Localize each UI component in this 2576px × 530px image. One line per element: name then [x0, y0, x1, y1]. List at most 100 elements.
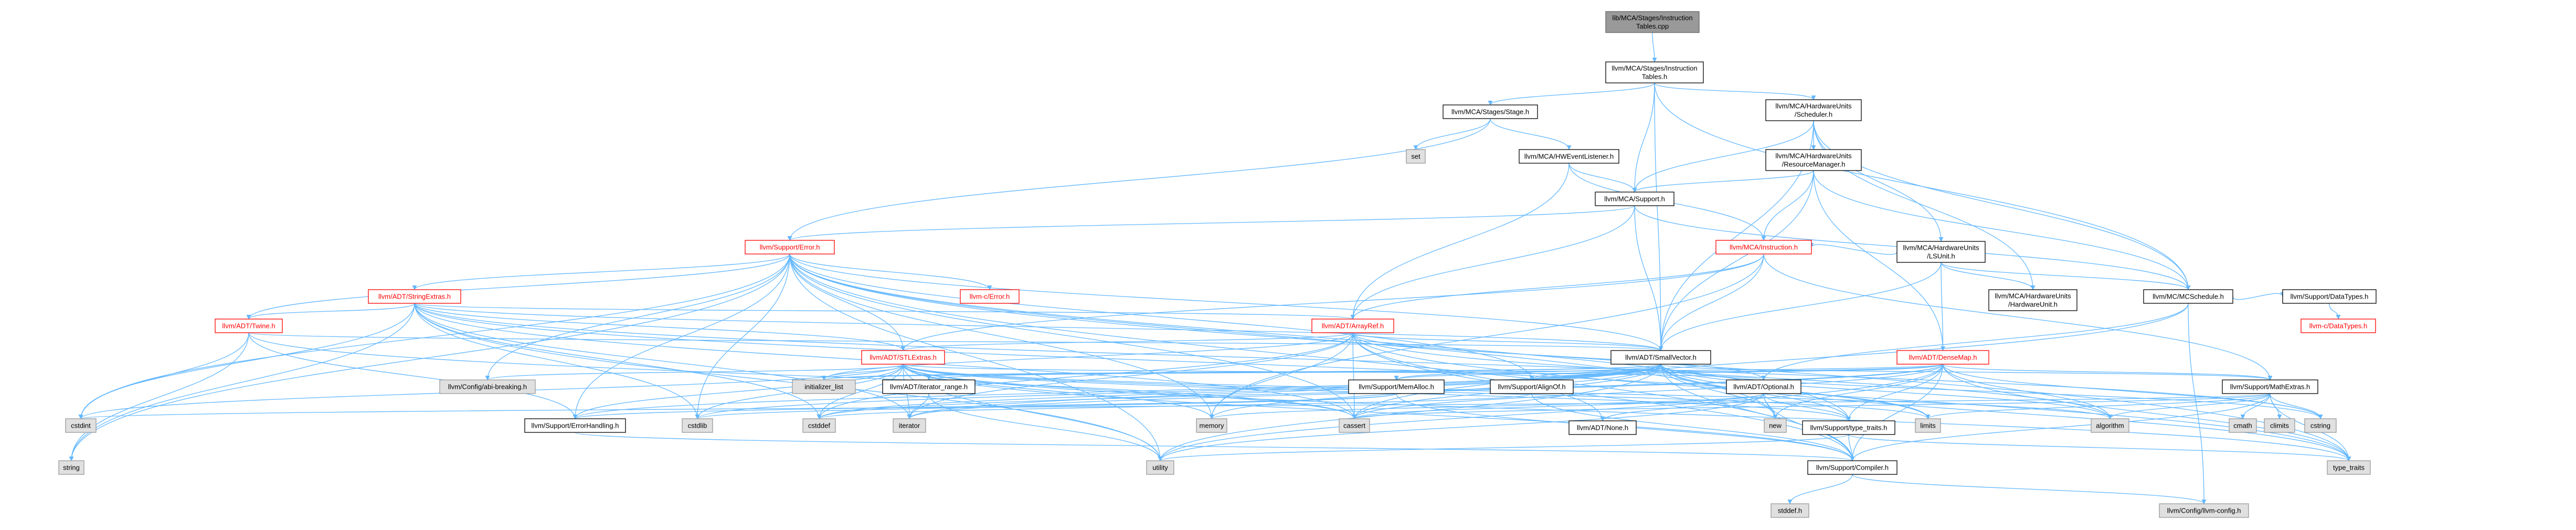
edge-stringextras-to-cstdint: [78, 303, 415, 419]
edge-optional-to-utility: [1158, 393, 1764, 461]
node-string: string: [58, 460, 84, 475]
node-typetraits[interactable]: llvm/Support/type_traits.h: [1802, 420, 1895, 435]
node-box: [1715, 240, 1812, 255]
edge-lsunit-to-instr: [1809, 242, 1897, 255]
node-iterrange[interactable]: llvm/ADT/iterator_range.h: [882, 379, 976, 394]
node-box: [2264, 418, 2295, 433]
node-memalloc[interactable]: llvm/Support/MemAlloc.h: [1348, 379, 1445, 394]
node-box: [1348, 379, 1445, 394]
node-label: llvm/MCA/Support.h: [1604, 195, 1665, 203]
node-label: llvm/MCA/Instruction.h: [1730, 243, 1798, 251]
edge-hwel-to-support: [1568, 163, 1637, 193]
node-label: cassert: [1343, 422, 1365, 430]
node-box: [1339, 418, 1370, 433]
edge-error-to-alignof: [789, 253, 1534, 380]
node-hwunit[interactable]: llvm/MCA/HardwareUnits/HardwareUnit.h: [1988, 289, 2077, 311]
edge-densemap-to-memalloc: [1394, 364, 1944, 380]
node-sched[interactable]: llvm/MCA/HardwareUnits/Scheduler.h: [1765, 99, 1862, 121]
node-mathextras[interactable]: llvm/Support/MathExtras.h: [2222, 379, 2318, 394]
node-box: [2159, 503, 2249, 518]
node-initlist: initializer_list: [792, 379, 856, 394]
node-label: cstddef: [808, 422, 830, 430]
node-label: string: [63, 464, 80, 472]
node-iterator: iterator: [893, 418, 926, 433]
node-stddef: stddef.h: [1771, 503, 1809, 518]
node-compiler[interactable]: llvm/Support/Compiler.h: [1807, 460, 1897, 475]
edge-densemap-to-compiler: [1850, 364, 1944, 461]
node-mcsched[interactable]: llvm/MC/MCSchedule.h: [2143, 289, 2233, 304]
edge-densemap-to-utility: [1158, 364, 1944, 461]
edge-smallvector-to-initlist: [822, 364, 1661, 380]
node-none[interactable]: llvm/ADT/None.h: [1568, 420, 1637, 435]
node-label: cstring: [2310, 422, 2330, 430]
node-box: [2143, 289, 2233, 304]
node-arrayref[interactable]: llvm/ADT/ArrayRef.h: [1311, 319, 1394, 333]
node-label: Tables.h: [1642, 73, 1667, 81]
node-stringextras[interactable]: llvm/ADT/StringExtras.h: [368, 289, 461, 304]
node-box: [58, 460, 84, 475]
edge-densemap-to-cstring: [1942, 364, 2323, 419]
node-alignof[interactable]: llvm/Support/AlignOf.h: [1490, 379, 1574, 394]
node-error[interactable]: llvm/Support/Error.h: [745, 240, 835, 255]
node-rm[interactable]: llvm/MCA/HardwareUnits/ResourceManager.h: [1765, 149, 1862, 171]
node-label: llvm/ADT/ArrayRef.h: [1322, 322, 1384, 330]
edge-instr-to-mathextras: [1763, 253, 2273, 380]
edge-stlextras-to-stdtypetraits: [903, 364, 2351, 461]
node-cerror[interactable]: llvm-c/Error.h: [960, 289, 1020, 304]
node-instr[interactable]: llvm/MCA/Instruction.h: [1715, 240, 1812, 255]
node-stage[interactable]: llvm/MCA/Stages/Stage.h: [1443, 104, 1538, 119]
node-box: [2091, 418, 2129, 433]
node-twine[interactable]: llvm/ADT/Twine.h: [215, 319, 283, 333]
node-box: [524, 418, 626, 433]
edge-twine-to-string: [69, 332, 249, 461]
edge-stage-to-set: [1413, 118, 1491, 150]
edge-smallvector-to-new: [1660, 364, 1778, 419]
node-box: [1764, 418, 1787, 433]
edge-stringextras-to-cstdlib: [414, 303, 700, 419]
node-label: llvm/Support/AlignOf.h: [1498, 383, 1565, 391]
node-box: [1196, 418, 1227, 433]
node-label: llvm/ADT/None.h: [1577, 424, 1628, 432]
node-hwel[interactable]: llvm/MCA/HWEventListener.h: [1519, 149, 1619, 164]
node-box: [1807, 460, 1897, 475]
node-densemap[interactable]: llvm/ADT/DenseMap.h: [1896, 350, 1989, 365]
edge-error-to-smallvector: [789, 253, 1663, 351]
edge-error-to-errhandling: [573, 253, 790, 419]
node-box: [1406, 149, 1426, 164]
edge-memalloc-to-cstdlib: [695, 393, 1397, 419]
edge-arrayref-to-stlextras: [900, 332, 1353, 351]
node-label: cstdint: [71, 422, 91, 430]
node-smallvector[interactable]: llvm/ADT/SmallVector.h: [1610, 350, 1711, 365]
node-optional[interactable]: llvm/ADT/Optional.h: [1726, 379, 1801, 394]
node-datatypes[interactable]: llvm/Support/DataTypes.h: [2282, 289, 2377, 304]
node-label: new: [1769, 422, 1782, 430]
edge-arrayref-to-smallvector: [1352, 332, 1663, 351]
node-label: Tables.cpp: [1636, 23, 1669, 30]
node-box: [1988, 289, 2077, 311]
edge-arrayref-to-cassert: [1352, 332, 1357, 419]
node-label: llvm/ADT/iterator_range.h: [890, 383, 968, 391]
edge-mathextras-to-cassert: [1352, 393, 2271, 419]
edge-sched-to-support: [1632, 120, 1814, 193]
node-support[interactable]: llvm/MCA/Support.h: [1595, 192, 1674, 206]
node-box: [792, 379, 856, 394]
node-label: llvm/MCA/HWEventListener.h: [1524, 153, 1614, 161]
edge-smallvector-to-cstring: [1660, 364, 2323, 419]
edge-mcsched-to-optional: [1761, 303, 2189, 380]
edge-mathextras-to-cmath: [2240, 393, 2271, 419]
node-label: lib/MCA/Stages/Instruction: [1612, 14, 1692, 22]
node-stlextras[interactable]: llvm/ADT/STLExtras.h: [861, 350, 945, 365]
edge-twine-to-smallvector: [248, 332, 1663, 351]
node-errhandling[interactable]: llvm/Support/ErrorHandling.h: [524, 418, 626, 433]
edge-sched-to-lsunit: [1813, 120, 1944, 242]
edge-stlextras-to-cstddef: [817, 364, 904, 419]
node-lsunit[interactable]: llvm/MCA/HardwareUnits/LSUnit.h: [1896, 241, 1986, 263]
edge-densemap-to-initlist: [822, 364, 1944, 380]
edge-error-to-stringextras: [412, 253, 790, 290]
node-box: [2301, 319, 2376, 333]
node-label: llvm/ADT/STLExtras.h: [870, 354, 937, 362]
node-cdatatypes[interactable]: llvm-c/DataTypes.h: [2301, 319, 2376, 333]
node-box: [2304, 418, 2337, 433]
